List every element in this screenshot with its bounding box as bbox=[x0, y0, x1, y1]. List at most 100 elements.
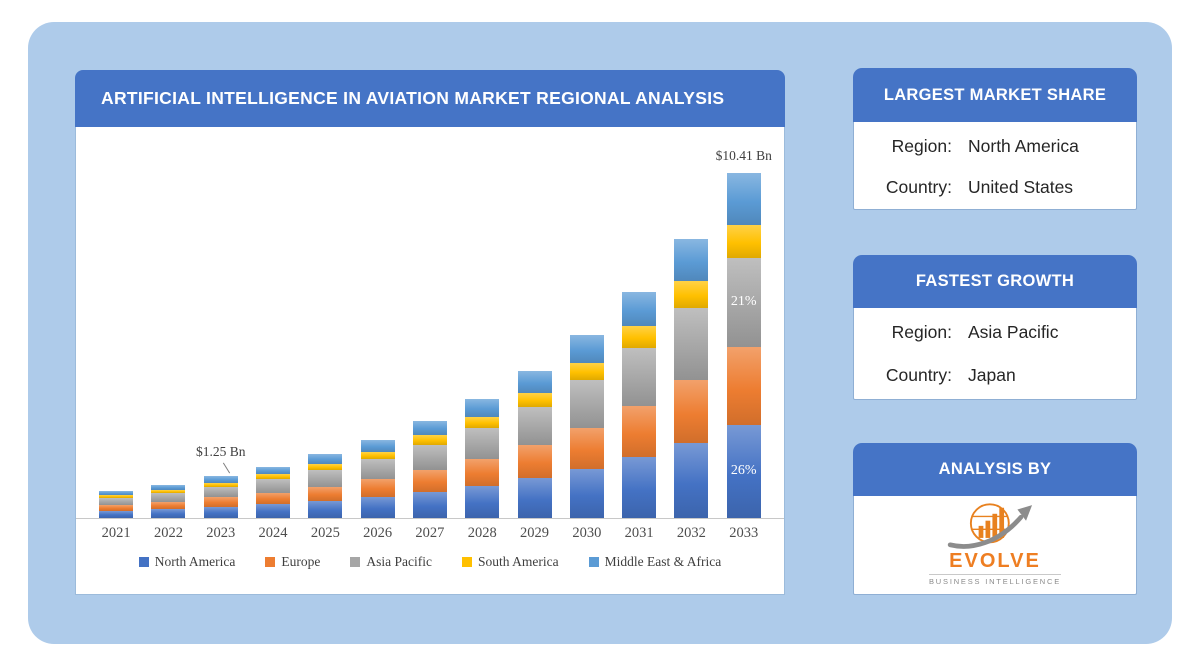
stacked-bar-2028 bbox=[465, 398, 500, 518]
legend-swatch-europe bbox=[265, 557, 276, 567]
stacked-bar-2026 bbox=[360, 440, 395, 518]
x-axis-label-2024: 2024 bbox=[258, 525, 288, 541]
segment-europe-2030 bbox=[569, 427, 604, 469]
segment-percent-label-north-america: 26% bbox=[730, 463, 757, 479]
stacked-bar-2029 bbox=[517, 370, 552, 518]
region-label: Region: bbox=[891, 322, 952, 342]
logo-bar bbox=[985, 520, 991, 538]
logo-bar bbox=[999, 507, 1005, 538]
panel-body-analysis-by: EVOLVE BUSINESS INTELLIGENCE bbox=[853, 496, 1137, 595]
x-axis-label-2026: 2026 bbox=[363, 525, 393, 541]
panel-body-largest-market-share: Region: North America Country: United St… bbox=[853, 122, 1137, 210]
bar-slot-2027 bbox=[404, 127, 456, 518]
segment-europe-2031 bbox=[622, 406, 657, 457]
bar-slot-2024 bbox=[247, 127, 299, 518]
stacked-bar-2030 bbox=[569, 335, 604, 518]
region-value: Asia Pacific bbox=[968, 322, 1059, 342]
segment-south-america-2025 bbox=[308, 463, 343, 470]
country-label: Country: bbox=[885, 365, 952, 385]
segment-north-america-2033: 26% bbox=[726, 424, 761, 518]
panel-analysis-by: ANALYSIS BY EVOLVE BUSINESS INTELLIGENCE bbox=[853, 443, 1137, 595]
bar-slot-2026 bbox=[352, 127, 404, 518]
legend-label: Europe bbox=[281, 554, 321, 569]
segment-south-america-2033 bbox=[726, 224, 761, 258]
bar-slot-2025 bbox=[299, 127, 351, 518]
bar-chart-plot: $1.25 Bn $10.41 Bn 21% 26% bbox=[76, 127, 784, 519]
x-axis-label-2029: 2029 bbox=[520, 525, 550, 541]
segment-middle-east-africa-2022 bbox=[151, 484, 186, 490]
panel-fastest-growth: FASTEST GROWTH Region: Asia Pacific Coun… bbox=[853, 255, 1137, 400]
logo-tagline-text: BUSINESS INTELLIGENCE bbox=[929, 574, 1061, 586]
side-panels: LARGEST MARKET SHARE Region: North Ameri… bbox=[853, 68, 1137, 595]
x-axis-label-2032: 2032 bbox=[676, 525, 706, 541]
bar-slot-2028 bbox=[456, 127, 508, 518]
segment-north-america-2030 bbox=[569, 468, 604, 518]
panel-header-analysis-by: ANALYSIS BY bbox=[853, 443, 1137, 496]
chart-legend: North America Europe Asia Pacific South … bbox=[76, 554, 784, 570]
segment-middle-east-africa-2021 bbox=[99, 491, 134, 496]
segment-south-america-2027 bbox=[412, 435, 447, 445]
segment-middle-east-africa-2033 bbox=[726, 173, 761, 225]
region-label: Region: bbox=[891, 136, 952, 156]
segment-asia-pacific-2021 bbox=[99, 497, 134, 505]
segment-south-america-2022 bbox=[151, 489, 186, 493]
bar-slot-2030 bbox=[561, 127, 613, 518]
segment-middle-east-africa-2032 bbox=[674, 239, 709, 282]
x-axis-label-2023: 2023 bbox=[206, 525, 236, 541]
legend-item-middle-east-africa: Middle East & Africa bbox=[588, 554, 721, 570]
segment-middle-east-africa-2027 bbox=[412, 420, 447, 436]
bar-slot-2022 bbox=[142, 127, 194, 518]
logo-bar bbox=[978, 525, 984, 538]
bar-slot-2023: $1.25 Bn bbox=[195, 127, 247, 518]
country-value: United States bbox=[968, 177, 1074, 197]
segment-north-america-2028 bbox=[465, 485, 500, 518]
segment-europe-2024 bbox=[256, 492, 291, 505]
callout-leader-line bbox=[222, 462, 230, 474]
segment-south-america-2023 bbox=[203, 482, 238, 487]
segment-europe-2025 bbox=[308, 486, 343, 501]
stacked-bar-2025 bbox=[308, 454, 343, 518]
legend-swatch-middle-east-africa bbox=[588, 557, 599, 567]
segment-europe-2026 bbox=[360, 479, 395, 497]
segment-north-america-2022 bbox=[151, 509, 186, 518]
segment-asia-pacific-2032 bbox=[674, 307, 709, 381]
legend-item-asia-pacific: Asia Pacific bbox=[350, 554, 432, 570]
legend-swatch-north-america bbox=[138, 557, 149, 567]
segment-north-america-2023 bbox=[203, 506, 238, 518]
segment-south-america-2029 bbox=[517, 392, 552, 407]
segment-south-america-2031 bbox=[622, 326, 657, 348]
legend-item-north-america: North America bbox=[138, 554, 236, 570]
segment-north-america-2029 bbox=[517, 478, 552, 518]
x-axis-label-2030: 2030 bbox=[572, 525, 602, 541]
stacked-bar-2021 bbox=[99, 491, 134, 518]
segment-middle-east-africa-2028 bbox=[465, 398, 500, 417]
segment-south-america-2021 bbox=[99, 495, 134, 498]
segment-middle-east-africa-2029 bbox=[517, 370, 552, 393]
segment-asia-pacific-2024 bbox=[256, 479, 291, 493]
segment-middle-east-africa-2025 bbox=[308, 454, 343, 464]
segment-europe-2033 bbox=[726, 347, 761, 425]
segment-asia-pacific-2026 bbox=[360, 459, 395, 480]
x-axis-label-2033: 2033 bbox=[729, 525, 759, 541]
chart-card: ARTIFICIAL INTELLIGENCE IN AVIATION MARK… bbox=[75, 70, 785, 595]
chart-title: ARTIFICIAL INTELLIGENCE IN AVIATION MARK… bbox=[75, 70, 785, 127]
segment-north-america-2032 bbox=[674, 442, 709, 518]
segment-south-america-2032 bbox=[674, 281, 709, 308]
segment-europe-2027 bbox=[412, 469, 447, 492]
bar-slot-2031 bbox=[613, 127, 665, 518]
legend-label: North America bbox=[154, 554, 236, 569]
segment-asia-pacific-2023 bbox=[203, 486, 238, 498]
segment-percent-label-asia-pacific: 21% bbox=[730, 294, 757, 310]
stacked-bar-2032 bbox=[674, 239, 709, 518]
stacked-bar-2027 bbox=[412, 420, 447, 518]
legend-swatch-asia-pacific bbox=[350, 557, 361, 567]
segment-north-america-2021 bbox=[99, 510, 134, 518]
legend-label: South America bbox=[477, 554, 559, 569]
segment-south-america-2024 bbox=[256, 474, 291, 480]
segment-north-america-2026 bbox=[360, 496, 395, 518]
segment-middle-east-africa-2030 bbox=[569, 335, 604, 363]
x-axis-label-2031: 2031 bbox=[624, 525, 654, 541]
legend-item-europe: Europe bbox=[265, 554, 320, 570]
stacked-bar-2022 bbox=[151, 484, 186, 518]
legend-label: Asia Pacific bbox=[366, 554, 432, 569]
